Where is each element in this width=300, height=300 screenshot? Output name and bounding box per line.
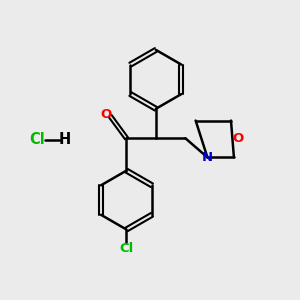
Text: Cl: Cl xyxy=(119,242,134,255)
Text: O: O xyxy=(101,108,112,121)
Text: N: N xyxy=(202,151,213,164)
Text: O: O xyxy=(233,132,244,145)
Text: Cl: Cl xyxy=(29,132,44,147)
Text: H: H xyxy=(58,132,71,147)
